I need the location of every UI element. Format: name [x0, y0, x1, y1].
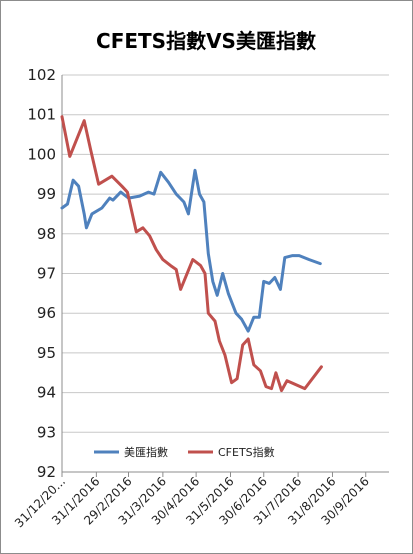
y-tick-label: 95 [37, 344, 56, 362]
axes [61, 75, 389, 477]
y-tick-label: 92 [37, 463, 56, 481]
legend-label-1: CFETS指數 [218, 445, 275, 459]
y-tick-label: 98 [37, 225, 56, 243]
y-tick-label: 96 [37, 304, 56, 322]
y-tick-label: 93 [37, 423, 56, 441]
y-tick-label: 100 [27, 145, 56, 163]
legend-label-0: 美匯指數 [124, 445, 168, 459]
y-tick-label: 94 [37, 384, 56, 402]
chart-title: CFETS指數VS美匯指數 [96, 29, 316, 53]
gridlines [62, 74, 389, 473]
legend: 美匯指數 CFETS指數 [94, 445, 275, 459]
y-tick-label: 101 [27, 106, 56, 124]
series-lines [60, 115, 323, 393]
series-line-0 [60, 168, 322, 333]
y-tick-label: 102 [27, 66, 56, 84]
y-tick-label: 97 [37, 265, 56, 283]
series-line-1 [60, 115, 323, 393]
y-axis-tick-labels: 92 93 94 95 96 97 98 99 100 101 102 [27, 66, 56, 481]
y-tick-label: 99 [37, 185, 56, 203]
x-axis-tick-labels: 31/12/20...31/1/201629/2/201631/3/201630… [12, 474, 372, 530]
